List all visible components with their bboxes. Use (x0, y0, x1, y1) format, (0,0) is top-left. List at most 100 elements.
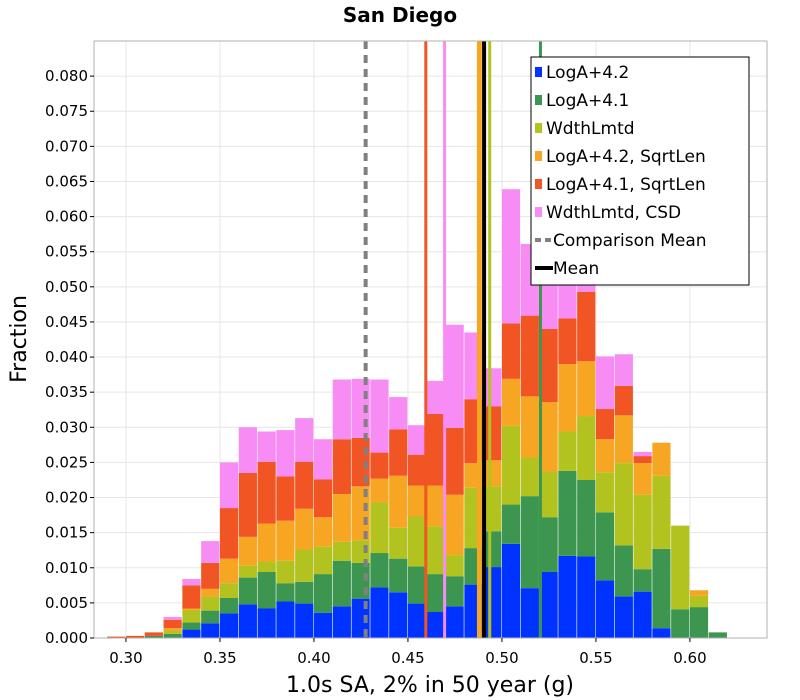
bar-segment (389, 592, 408, 638)
x-axis-label: 1.0s SA, 2% in 50 year (g) (286, 673, 574, 698)
bar-segment (370, 553, 389, 588)
y-tick-label: 0.055 (45, 243, 88, 261)
bar-segment (614, 545, 633, 597)
bar-segment (689, 595, 709, 608)
bar-segment (539, 571, 558, 638)
bar-segment (295, 603, 314, 638)
bar-segment (483, 406, 502, 461)
x-tick-label: 0.45 (391, 649, 424, 667)
histogram-bars (107, 189, 727, 638)
bar-segment (558, 318, 577, 365)
legend-label: Comparison Mean (553, 231, 707, 251)
y-tick-label: 0.060 (45, 208, 88, 226)
bar-segment (407, 485, 427, 517)
bar-segment (201, 541, 220, 563)
bar-segment (238, 604, 257, 638)
bar-segment (445, 324, 464, 428)
bar-segment (219, 613, 239, 638)
legend-label: Mean (553, 259, 599, 279)
legend-label: LogA+4.2 (546, 63, 629, 83)
bar-segment (276, 601, 295, 638)
plot-frame (93, 40, 768, 639)
bar-segment (313, 439, 333, 480)
bar-segment (426, 413, 445, 486)
bar-segment (219, 558, 239, 584)
bar-segment (577, 479, 596, 557)
bar-segment (238, 577, 257, 605)
bar-segment (539, 517, 558, 572)
y-tick-label: 0.005 (45, 594, 88, 612)
bar-segment (370, 379, 389, 453)
bar-segment (276, 560, 295, 584)
bar-segment (708, 632, 727, 638)
y-tick-label: 0.080 (45, 67, 88, 85)
bar-segment (633, 591, 652, 638)
y-tick-label: 0.010 (45, 559, 88, 577)
bar-segment (295, 549, 314, 582)
bar-segment (125, 635, 145, 638)
bar-segment (219, 462, 239, 509)
bar-segment (633, 463, 652, 495)
bar-segment (501, 425, 521, 505)
y-tick-label: 0.045 (45, 313, 88, 331)
y-tick-label: 0.020 (45, 489, 88, 507)
bar-segment (144, 632, 163, 636)
bar-segment (238, 472, 257, 537)
y-axis-label: Fraction (7, 295, 32, 383)
bar-segment (689, 590, 709, 596)
bar-segment (201, 562, 220, 589)
bar-segment (633, 451, 652, 457)
bar-segment (520, 315, 539, 397)
y-tick-label: 0.040 (45, 348, 88, 366)
bar-segment (295, 508, 314, 550)
bar-segment (558, 278, 577, 319)
bar-segment (370, 452, 389, 479)
bar-segment (257, 523, 276, 562)
bar-segment (595, 472, 615, 513)
bar-segment (257, 431, 276, 462)
bar-segment (652, 442, 671, 476)
axis-ticks: 0.000 0.005 0.010 0.015 0.020 0.025 0.030 0.035… (45, 67, 707, 667)
bar-segment (445, 555, 464, 577)
bar-segment (483, 531, 502, 568)
bar-segment (426, 574, 445, 613)
bar-segment (313, 574, 333, 613)
legend-swatch (535, 67, 542, 77)
x-tick-label: 0.35 (203, 649, 236, 667)
bar-segment (652, 475, 671, 549)
bar-segment (257, 571, 276, 609)
y-tick-label: 0.000 (45, 629, 88, 647)
bar-segment (407, 516, 427, 567)
y-tick-label: 0.075 (45, 102, 88, 120)
bar-segment (614, 415, 633, 464)
legend: LogA+4.2 LogA+4.1 WdthLmtd LogA+4.2, SqrtLe… (530, 56, 750, 286)
bar-segment (407, 454, 427, 486)
legend-label: WdthLmtd, CSD (546, 203, 681, 223)
legend-label: WdthLmtd (546, 119, 635, 139)
bar-segment (671, 525, 690, 610)
bar-segment (520, 588, 539, 638)
bar-segment (201, 588, 220, 597)
bar-segment (276, 583, 295, 602)
bar-segment (595, 409, 615, 440)
bar-segment (332, 541, 351, 561)
y-tick-label: 0.025 (45, 453, 88, 471)
legend-swatch (535, 179, 542, 189)
bar-segment (332, 439, 351, 495)
bar-segment (577, 416, 596, 480)
bar-segment (407, 425, 427, 455)
bar-segment (426, 612, 445, 638)
bar-segment (595, 439, 615, 473)
bar-segment (539, 328, 558, 403)
bar-segment (501, 378, 521, 426)
bar-segment (257, 608, 276, 638)
bar-segment (257, 561, 276, 572)
bar-segment (614, 354, 633, 386)
bar-segment (295, 418, 314, 462)
bar-segment (577, 556, 596, 638)
bar-segment (163, 633, 182, 638)
bar-segment (370, 502, 389, 554)
bar-segment (558, 555, 577, 638)
bar-segment (313, 612, 333, 638)
bar-segment (520, 457, 539, 497)
